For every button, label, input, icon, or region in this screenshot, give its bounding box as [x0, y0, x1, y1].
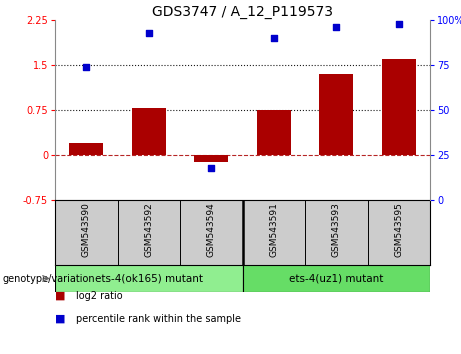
- Point: [145, 30, 153, 35]
- Bar: [131, 108, 166, 155]
- Bar: [242, 265, 430, 292]
- Bar: [257, 110, 291, 155]
- Point: [270, 35, 278, 41]
- Text: ets-4(uz1) mutant: ets-4(uz1) mutant: [289, 274, 384, 284]
- Bar: [55, 265, 242, 292]
- Title: GDS3747 / A_12_P119573: GDS3747 / A_12_P119573: [152, 5, 333, 19]
- Text: GSM543592: GSM543592: [144, 202, 153, 257]
- Text: GSM543594: GSM543594: [207, 202, 216, 257]
- Point: [207, 165, 215, 170]
- Text: GSM543593: GSM543593: [332, 202, 341, 257]
- Text: GSM543591: GSM543591: [269, 202, 278, 257]
- Bar: [69, 143, 103, 155]
- Bar: [319, 74, 354, 155]
- Point: [332, 24, 340, 30]
- Point: [83, 64, 90, 70]
- Text: percentile rank within the sample: percentile rank within the sample: [76, 314, 241, 324]
- Text: GSM543595: GSM543595: [394, 202, 403, 257]
- Point: [395, 21, 402, 27]
- Text: ■: ■: [55, 314, 65, 324]
- Text: ■: ■: [55, 291, 65, 301]
- Text: genotype/variation: genotype/variation: [2, 274, 95, 284]
- Bar: [194, 155, 229, 162]
- Text: log2 ratio: log2 ratio: [76, 291, 122, 301]
- Bar: [382, 59, 416, 155]
- Text: GSM543590: GSM543590: [82, 202, 91, 257]
- Text: ets-4(ok165) mutant: ets-4(ok165) mutant: [95, 274, 203, 284]
